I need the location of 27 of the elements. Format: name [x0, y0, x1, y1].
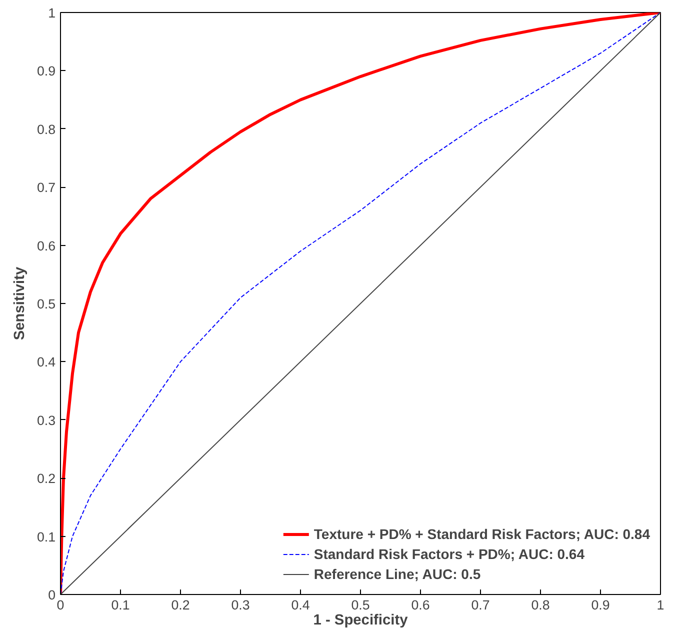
y-axis-title: Sensitivity	[12, 266, 28, 340]
y-tick-label: 0.1	[36, 529, 56, 544]
x-tick-label: 0.7	[471, 598, 490, 612]
line-series	[60, 12, 660, 594]
y-tick-label: 0.9	[36, 64, 56, 79]
y-tick-label: 0.2	[36, 471, 56, 486]
legend-label: Standard Risk Factors + PD%; AUC: 0.64	[314, 546, 585, 562]
x-tick-label: 0.4	[291, 598, 310, 612]
y-tick-label: 0.4	[36, 354, 56, 370]
x-tick-label: 1	[656, 598, 664, 612]
x-tick-label: 0.1	[111, 598, 130, 612]
x-tick-label: 0.9	[591, 598, 610, 612]
x-tick-label: 0.3	[231, 598, 250, 612]
y-tick-label: 0	[48, 588, 56, 602]
legend-label: Reference Line; AUC: 0.5	[314, 566, 481, 582]
x-tick-label: 0.6	[411, 598, 430, 612]
y-tick-label: 0.7	[36, 180, 56, 196]
legend-label: Texture + PD% + Standard Risk Factors; AUC: 0.84	[314, 526, 650, 542]
x-tick-label: 0.5	[351, 598, 370, 612]
x-tick-label: 0.8	[531, 598, 550, 612]
y-tick-label: 0.8	[36, 122, 56, 137]
x-axis-title: 1 - Specificity	[313, 612, 409, 628]
y-tick-label: 1	[48, 6, 56, 20]
y-tick-label: 0.5	[36, 296, 56, 312]
y-tick-label: 0.3	[36, 412, 56, 428]
x-tick-label: 0.2	[171, 598, 190, 612]
y-tick-label: 0.6	[36, 238, 56, 254]
